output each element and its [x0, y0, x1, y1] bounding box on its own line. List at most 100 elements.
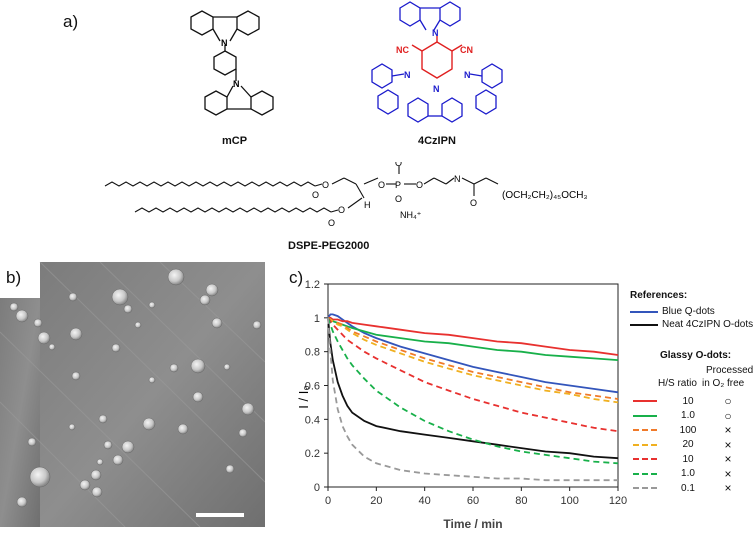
series-line — [328, 316, 619, 356]
glassy-title: Glassy O-dots: — [660, 350, 732, 361]
x-tick-label: 80 — [515, 495, 527, 507]
glassy-legend-row: 20 × — [633, 438, 751, 453]
legend-processed-mark: × — [724, 423, 732, 438]
x-axis-label: Time / min — [443, 517, 502, 531]
legend-hs-ratio: 10 — [682, 453, 694, 465]
legend-item-blue-qdots: Blue Q-dots — [630, 305, 754, 318]
ester-o-2: O — [312, 190, 319, 200]
y-axis-label: I / I₀ — [296, 385, 311, 408]
legend-swatch — [630, 310, 658, 313]
series-line — [327, 317, 618, 482]
legend-label: Blue Q-dots — [662, 306, 715, 317]
dspe-peg-label: DSPE-PEG2000 — [288, 240, 370, 252]
ester-o-3: O — [338, 205, 345, 215]
legend-swatch — [633, 472, 657, 475]
glycerol-h: H — [364, 200, 371, 210]
x-tick-label: 60 — [467, 495, 479, 507]
y-tick-label: 0.8 — [305, 347, 320, 359]
glassy-legend: 10 ○ 1.0 ○ 100 × 20 × 10 × 1.0 × 0.1 × — [633, 394, 751, 496]
series-line — [327, 317, 619, 433]
references-title: References: — [630, 290, 688, 301]
phosphate-o-4: O — [416, 180, 423, 190]
x-tick-label: 100 — [560, 495, 578, 507]
sem-micrograph — [0, 262, 265, 527]
y-tick-label: 0.4 — [305, 414, 320, 426]
glassy-legend-row: 10 × — [633, 452, 751, 467]
y-tick-label: 1.2 — [305, 279, 320, 291]
nc-left: NC — [396, 45, 409, 55]
czipn-n-bottom: N — [433, 84, 440, 94]
mcp-n2: N — [233, 79, 240, 89]
mcp-label: mCP — [222, 135, 248, 147]
col-hs: H/S ratio — [658, 378, 697, 389]
series-line — [327, 313, 619, 394]
x-tick-label: 0 — [325, 495, 331, 507]
y-tick-label: 1 — [314, 313, 320, 325]
decay-chart: 00.20.40.60.811.20 20 40 60 80 100 120 I / I₀ … — [296, 279, 627, 531]
legend-processed-mark: × — [724, 437, 732, 452]
phosphate-o-1: O — [378, 180, 385, 190]
series-line — [327, 317, 619, 465]
ester-o-1: O — [322, 180, 329, 190]
legend-swatch — [633, 443, 657, 446]
mcp-structure: N N — [190, 10, 274, 116]
sem-image — [0, 262, 265, 527]
x-tick-label: 40 — [419, 495, 431, 507]
amide-n: N — [454, 174, 461, 184]
glassy-legend-row: 100 × — [633, 423, 751, 438]
references-legend: Blue Q-dots Neat 4CzIPN O-dots — [630, 305, 754, 331]
4czipn-label: 4CzIPN — [418, 135, 456, 147]
legend-hs-ratio: 20 — [682, 439, 694, 451]
cn-right: CN — [460, 45, 473, 55]
ester-o-4: O — [328, 218, 335, 228]
y-tick-label: 0.2 — [305, 448, 320, 460]
legend-processed-mark: ○ — [724, 394, 732, 409]
mcp-n1: N — [221, 38, 228, 48]
col-processed-1: Processed — [706, 365, 754, 376]
panel-c-label: c) — [289, 268, 304, 287]
legend-swatch — [633, 400, 657, 403]
glassy-legend-row: 0.1 × — [633, 481, 751, 496]
4czipn-structure: N NC CN N N N — [371, 1, 503, 123]
czipn-n-top: N — [432, 28, 439, 38]
legend-swatch — [633, 487, 657, 490]
panel-b-label: b) — [6, 268, 22, 287]
dspe-peg-structure: O O O O H O P O O O N O NH₄⁺ (OCH₂CH₂)₄₅… — [104, 162, 588, 228]
glassy-legend-row: 1.0 × — [633, 467, 751, 482]
legend-swatch — [633, 414, 657, 417]
peg-formula: (OCH₂CH₂)₄₅OCH₃ — [502, 190, 588, 201]
legend-processed-mark: × — [724, 481, 732, 496]
amide-o: O — [470, 198, 477, 208]
series-line — [327, 317, 619, 404]
ammonium: NH₄⁺ — [400, 210, 422, 220]
panel-a-label: a) — [63, 12, 79, 31]
phosphate-o-3: O — [395, 194, 402, 204]
col-processed-2: in O₂ free — [702, 378, 745, 389]
phosphorus: P — [395, 180, 401, 190]
legend-hs-ratio: 0.1 — [681, 482, 695, 494]
legend-hs-ratio: 10 — [682, 395, 694, 407]
scale-bar — [196, 513, 244, 517]
series-line — [327, 317, 619, 460]
plot-area: 0 0.2 0.4 0.6 0.8 1 1.2 0 20 40 60 80 100 120 — [305, 279, 627, 507]
series-line — [327, 317, 619, 400]
czipn-n-right: N — [464, 70, 471, 80]
legend-processed-mark: × — [724, 466, 732, 481]
x-tick-label: 120 — [609, 495, 627, 507]
phosphate-o-2: O — [395, 162, 402, 168]
legend-swatch — [630, 323, 658, 326]
x-tick-label: 20 — [370, 495, 382, 507]
legend-hs-ratio: 1.0 — [681, 410, 695, 422]
legend-hs-ratio: 1.0 — [681, 468, 695, 480]
legend-swatch — [633, 458, 657, 461]
czipn-n-left: N — [404, 70, 411, 80]
legend-processed-mark: ○ — [724, 408, 732, 423]
legend-label: Neat 4CzIPN O-dots — [662, 319, 754, 330]
y-tick-label: 0 — [314, 482, 320, 494]
glassy-legend-row: 10 ○ — [633, 394, 751, 409]
legend-hs-ratio: 100 — [679, 424, 697, 436]
legend-swatch — [633, 429, 657, 432]
legend-processed-mark: × — [724, 452, 732, 467]
y-tick-label: 0.6 — [305, 381, 320, 393]
glassy-legend-row: 1.0 ○ — [633, 409, 751, 424]
